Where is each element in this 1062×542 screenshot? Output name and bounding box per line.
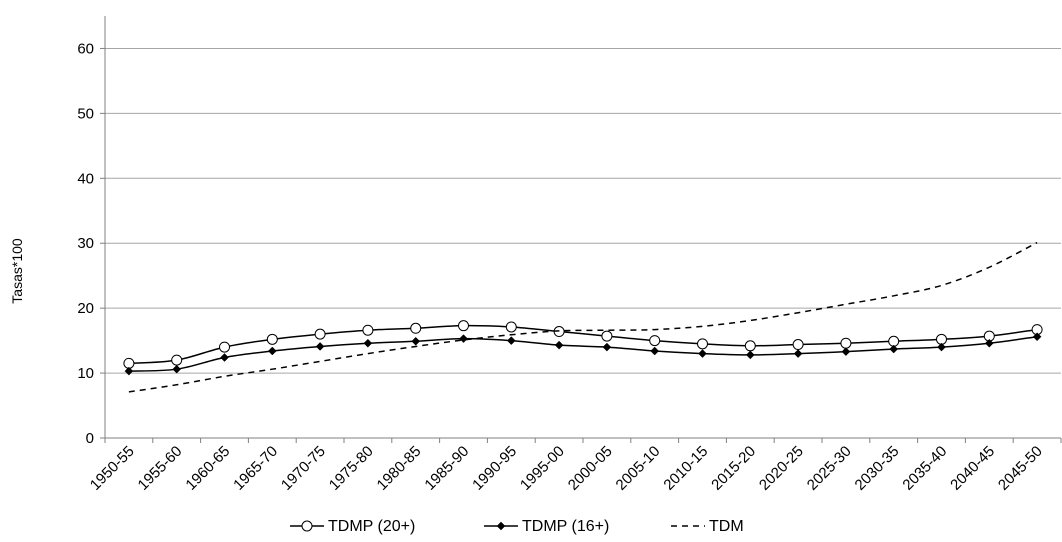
x-tick-label: 1950-55: [87, 443, 138, 494]
data-point: [601, 330, 613, 342]
data-point: [937, 342, 946, 352]
gridlines: [105, 47, 1061, 374]
legend-item: TDMP (16+): [484, 518, 609, 535]
x-tick-label: 1955-60: [135, 443, 186, 494]
data-point: [219, 341, 230, 353]
data-point: [459, 334, 468, 344]
series-line: [128, 241, 1038, 393]
x-tick-label: 2040-45: [947, 443, 998, 494]
data-point: [792, 339, 804, 351]
y-tick-label: 50: [77, 105, 94, 122]
x-tick-label: 2005-10: [613, 443, 664, 494]
x-tick-label: 1975-80: [326, 443, 377, 494]
x-tick-label: 2010-15: [660, 443, 711, 494]
data-point: [315, 342, 325, 351]
data-point: [840, 337, 852, 349]
data-point: [745, 350, 755, 360]
x-tick-label: 1985-90: [421, 443, 472, 494]
data-point: [172, 364, 182, 374]
series-tdmp-20: [123, 320, 1043, 369]
legend: TDMP (20+) TDMP (16+) TDM: [290, 518, 744, 535]
y-tick-label: 40: [77, 170, 94, 187]
data-point: [697, 338, 708, 350]
data-point: [411, 336, 421, 346]
data-point: [220, 353, 229, 362]
data-point: [267, 346, 277, 356]
data-point: [458, 320, 469, 332]
x-tick-label: 1995-00: [517, 443, 568, 494]
y-tick-label: 0: [86, 430, 94, 447]
legend-label: TDM: [709, 518, 744, 535]
x-tick-label: 1980-85: [374, 443, 425, 494]
series-group: [123, 241, 1043, 393]
legend-swatch-marker: [496, 521, 506, 531]
series-tdmp-16: [124, 332, 1042, 376]
x-tick-label: 1960-65: [182, 443, 233, 494]
y-axis-label: Tasas*100: [9, 238, 25, 304]
data-point: [506, 336, 516, 345]
y-tick-label: 10: [77, 365, 94, 382]
data-point: [171, 354, 183, 366]
x-tick-label: 2025-30: [804, 443, 855, 494]
y-tick-label: 30: [77, 235, 94, 252]
y-tick-label: 20: [77, 300, 94, 317]
data-point: [602, 342, 612, 352]
data-point: [744, 340, 756, 352]
x-tick-label: 2045-50: [995, 443, 1046, 494]
x-tick-label: 2020-25: [756, 443, 807, 494]
data-point: [554, 340, 564, 350]
data-point: [1032, 332, 1042, 342]
y-tick-label: 60: [77, 40, 94, 57]
x-tick-label: 2030-35: [852, 443, 903, 494]
x-tick-label: 1970-75: [278, 443, 329, 494]
legend-item: TDM: [671, 518, 744, 535]
axes: [100, 16, 1062, 443]
data-point: [505, 321, 517, 333]
x-tick-label: 1965-70: [230, 443, 281, 494]
data-point: [266, 333, 278, 345]
data-point: [410, 322, 422, 334]
legend-item: TDMP (20+): [290, 518, 415, 535]
data-point: [362, 324, 374, 336]
x-tick-label: 2015-20: [708, 443, 759, 494]
data-point: [841, 347, 851, 357]
data-point: [314, 328, 326, 340]
legend-label: TDMP (16+): [522, 518, 609, 535]
series-tdm: [128, 241, 1038, 393]
tick-labels: 0 10 20 30 40 50 60 1950-551955-601960-651965-7…: [77, 40, 1046, 493]
data-point: [124, 366, 134, 376]
legend-label: TDMP (20+): [328, 518, 415, 535]
data-point: [649, 335, 661, 347]
data-point: [650, 346, 660, 356]
series-line: [128, 335, 1038, 372]
legend-swatch-marker: [301, 520, 313, 532]
data-point: [698, 349, 707, 358]
x-tick-label: 2035-40: [899, 443, 950, 494]
data-point: [363, 338, 373, 348]
data-point: [889, 344, 899, 354]
x-tick-label: 1990-95: [469, 443, 520, 494]
data-point: [793, 349, 803, 358]
x-tick-label: 2000-05: [565, 443, 616, 494]
data-point: [984, 338, 994, 348]
series-line: [128, 324, 1038, 365]
